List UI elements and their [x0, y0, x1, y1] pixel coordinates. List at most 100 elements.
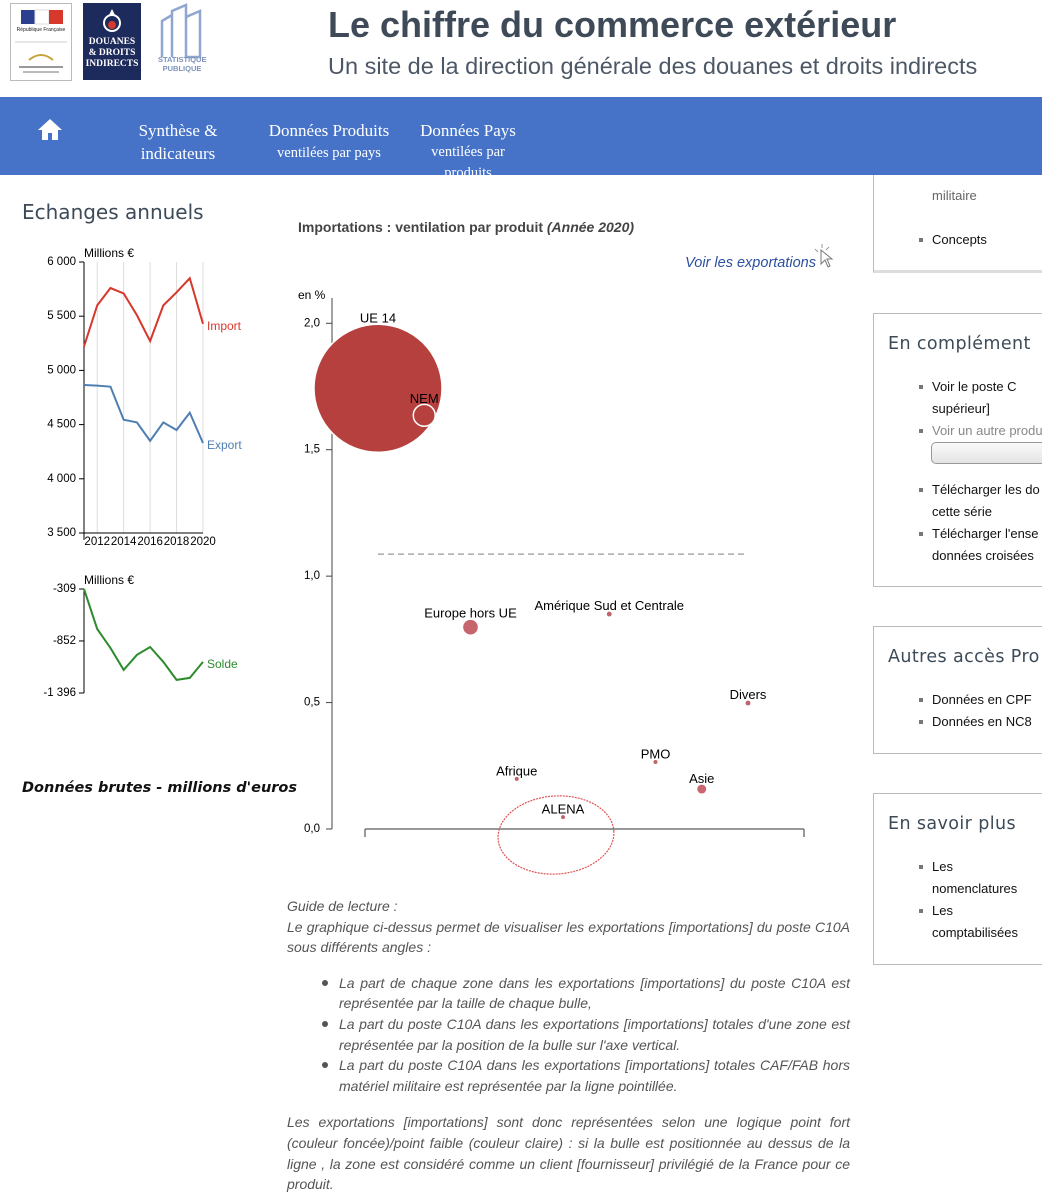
- link-list: militaire Concepts: [874, 185, 1042, 251]
- y-tick-label: 5 500: [47, 310, 76, 322]
- x-tick-label: 2018: [164, 536, 190, 548]
- chart-caption: Données brutes - millions d'euros: [22, 780, 298, 796]
- nav-bar: Synthèse & indicateurs Données Produits …: [0, 97, 1042, 175]
- series-label: Solde: [207, 657, 238, 671]
- box-title: Autres accès Pro: [888, 647, 1040, 667]
- bubble: [313, 323, 443, 454]
- guide-text: Le graphique ci-dessus permet de visuali…: [287, 918, 850, 956]
- bubble-label: ALENA: [542, 802, 585, 817]
- chart-title: Importations : ventilation par produit (…: [298, 219, 634, 235]
- logo-douanes[interactable]: DOUANES & DROITS INDIRECTS: [83, 3, 141, 80]
- nav-item[interactable]: Synthèse & indicateurs: [118, 119, 238, 165]
- logo-text: DOUANES & DROITS INDIRECTS: [85, 37, 139, 69]
- bubble: [745, 700, 751, 706]
- section-title: Echanges annuels: [22, 200, 204, 224]
- logo-statistique[interactable]: STATISTIQUE PUBLIQUE: [158, 3, 206, 80]
- chart-title: Importations : ventilation par produit: [298, 219, 543, 235]
- bubble-label: NEM: [410, 391, 439, 406]
- x-tick-label: 2012: [84, 536, 110, 548]
- guide-list: La part de chaque zone dans les exportat…: [287, 973, 850, 1097]
- guide-bullet: La part de chaque zone dans les exportat…: [322, 973, 850, 1014]
- link-text: Télécharger les do: [932, 482, 1040, 497]
- cursor-icon: [814, 244, 830, 253]
- nav-sublabel: ventilées par produits: [431, 144, 505, 175]
- chart-subtitle: (Année 2020): [547, 219, 634, 235]
- link-item[interactable]: militaire: [932, 188, 977, 203]
- y-tick-label: -852: [53, 635, 76, 647]
- guide-intro: Guide de lecture : Le graphique ci-dessus…: [287, 896, 850, 958]
- link-item[interactable]: Voir un autre produ: [919, 420, 1042, 464]
- y-tick-label: 1,0: [304, 570, 320, 582]
- link-list: Les nomenclatures Les comptabilisées: [874, 856, 1042, 944]
- box-title: En savoir plus: [888, 814, 1017, 834]
- bubble: [412, 403, 436, 428]
- y-tick-label: 6 000: [47, 256, 76, 268]
- series-label: Export: [207, 438, 242, 452]
- logo-art: [15, 9, 67, 73]
- link-item[interactable]: Les comptabilisées: [919, 900, 1042, 944]
- link-text: comptabilisées: [932, 925, 1018, 940]
- nav-label: Synthèse &: [138, 121, 218, 140]
- link-text: cette série: [932, 504, 992, 519]
- y-tick-label: 5 000: [47, 364, 76, 376]
- sidebar-top: militaire Concepts: [873, 175, 1042, 273]
- y-tick-label: -1 396: [43, 687, 76, 699]
- link-text: Voir le poste C: [932, 379, 1017, 394]
- logo-republique[interactable]: République Française: [10, 3, 72, 81]
- home-icon[interactable]: [37, 117, 63, 141]
- nav-item[interactable]: Données Produits ventilées par pays: [259, 119, 399, 164]
- link-item[interactable]: Télécharger les do cette série: [919, 479, 1042, 523]
- link-item[interactable]: Concepts: [919, 229, 1042, 251]
- site-title: Le chiffre du commerce extérieur: [328, 4, 897, 45]
- y-tick-label: -309: [53, 583, 76, 595]
- link-text: supérieur]: [932, 401, 990, 416]
- cursor-icon: [820, 248, 834, 268]
- guide-bullet: La part du poste C10A dans les exportati…: [322, 1055, 850, 1096]
- guide-bullet: La part du poste C10A dans les exportati…: [322, 1014, 850, 1055]
- link-item[interactable]: Données en CPF: [919, 689, 1042, 711]
- link-text: nomenclatures: [932, 881, 1018, 896]
- link-item[interactable]: Les nomenclatures: [919, 856, 1042, 900]
- link-text: Les: [932, 903, 953, 918]
- guide-heading: Guide de lecture :: [287, 898, 398, 914]
- x-tick-label: 2016: [137, 536, 163, 548]
- link-list: Données en CPF Données en NC8: [874, 689, 1042, 733]
- sidebar-box: En complément Voir le poste C supérieur] …: [873, 313, 1042, 587]
- select-box[interactable]: [931, 442, 1042, 464]
- reading-guide: Guide de lecture : Le graphique ci-dessus…: [287, 896, 850, 1195]
- bubble: [653, 759, 658, 764]
- series-line: [83, 276, 204, 347]
- series-line: [83, 384, 204, 444]
- x-tick-label: 2014: [111, 536, 137, 548]
- nav-item[interactable]: Données Pays ventilées par produits: [412, 119, 524, 175]
- bubble-label: Afrique: [496, 763, 537, 778]
- site-subtitle: Un site de la direction générale des dou…: [328, 53, 978, 79]
- link-item[interactable]: Télécharger l'ense données croisées: [919, 523, 1042, 567]
- bubble-label: Divers: [730, 687, 767, 702]
- bubble-label: Amérique Sud et Centrale: [534, 598, 684, 613]
- y-tick-label: 0,0: [304, 823, 320, 835]
- annotation-circle: [497, 795, 615, 875]
- link-item[interactable]: Voir le poste C supérieur]: [919, 376, 1042, 420]
- y-tick-label: 4 500: [47, 419, 76, 431]
- link-item[interactable]: Données en NC8: [919, 711, 1042, 733]
- link-text: Voir un autre produ: [932, 423, 1042, 438]
- bubble: [606, 611, 612, 617]
- y-axis-label: Millions €: [84, 573, 134, 587]
- link-list: Voir le poste C supérieur] Voir un autre …: [874, 376, 1042, 567]
- nav-label: Données Produits: [268, 121, 390, 140]
- y-tick-label: 2,0: [304, 317, 320, 329]
- logo-art: [160, 3, 202, 59]
- logo-text: STATISTIQUE PUBLIQUE: [158, 55, 207, 73]
- nav-label: Données Pays: [420, 121, 516, 140]
- bubble-label: PMO: [641, 746, 671, 761]
- y-axis-label: en %: [298, 288, 326, 302]
- sidebar-box: Autres accès Pro Données en CPF Données …: [873, 626, 1042, 754]
- link-text: Télécharger l'ense: [932, 526, 1039, 541]
- link[interactable]: Voir les exportations: [685, 255, 816, 271]
- logo-art: [103, 9, 121, 32]
- series-line: [83, 588, 204, 681]
